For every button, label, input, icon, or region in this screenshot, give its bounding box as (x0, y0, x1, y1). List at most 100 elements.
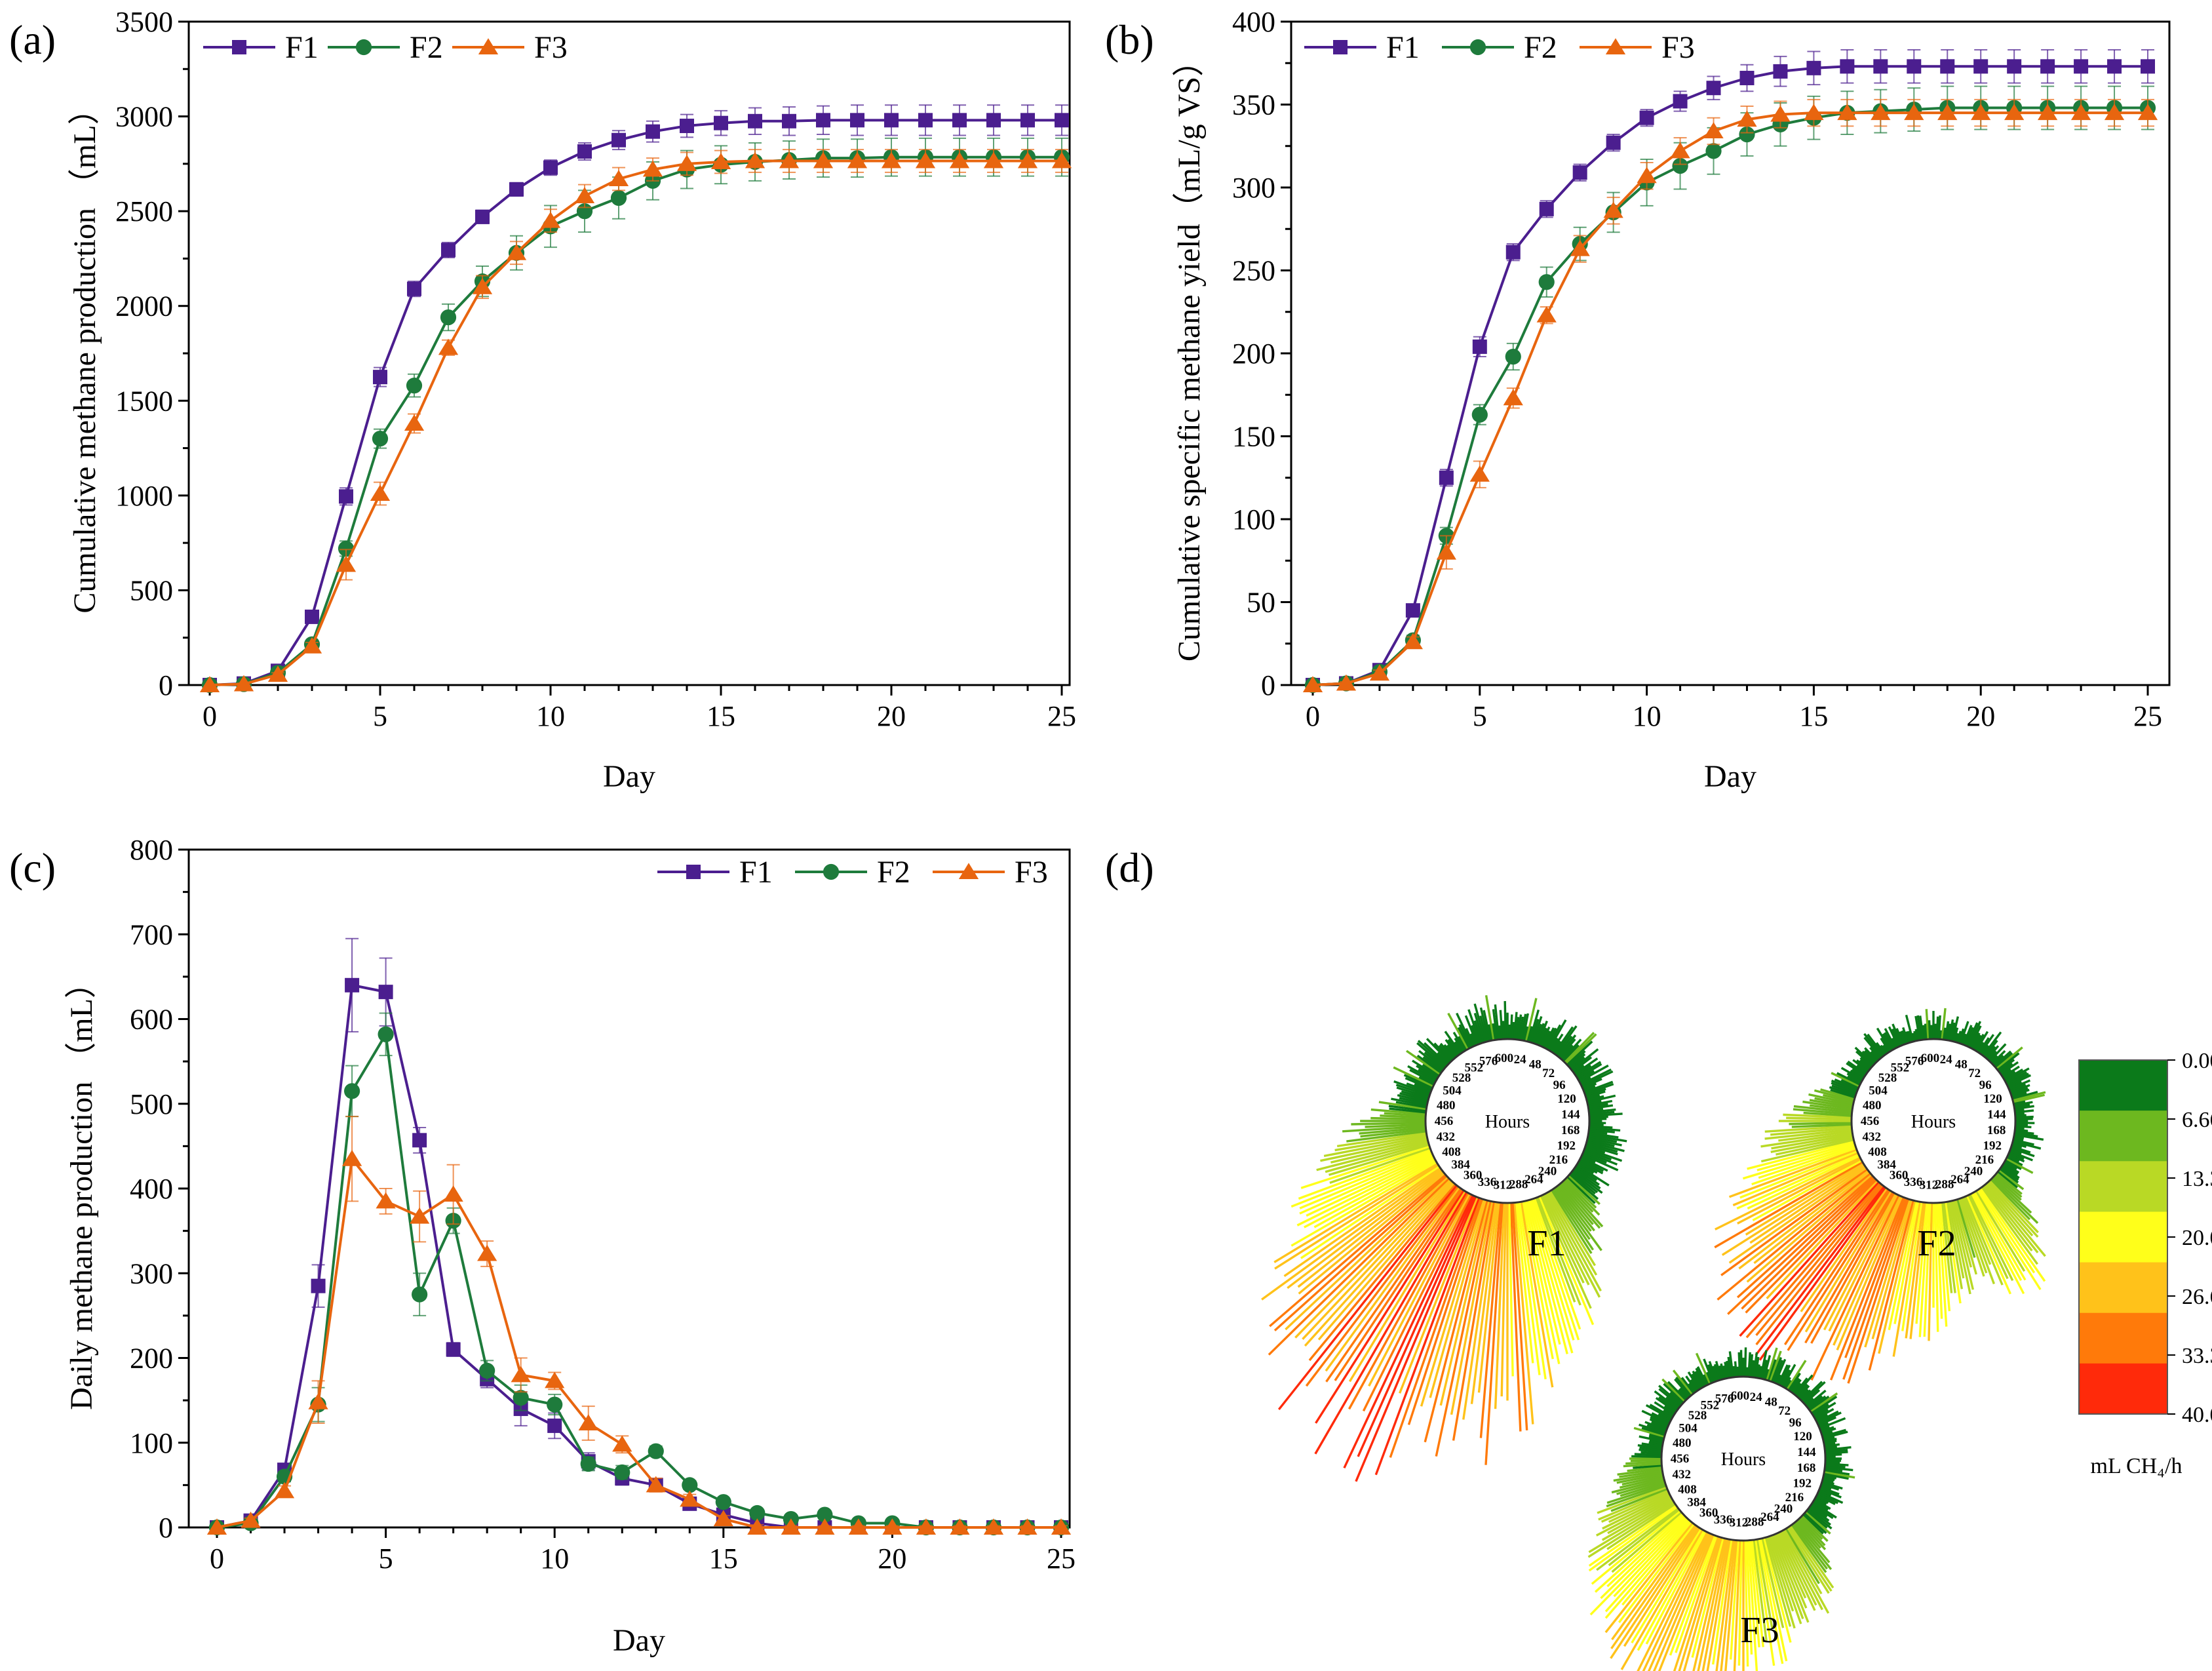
data-point (680, 119, 694, 134)
rate-bar (1777, 1364, 1789, 1385)
hour-tick-label: 408 (1442, 1145, 1461, 1159)
rate-bar (1905, 1031, 1911, 1043)
rate-bar (1809, 1506, 1830, 1522)
rate-bar (1964, 1196, 2004, 1286)
data-point (715, 1494, 731, 1510)
data-point (1670, 142, 1690, 159)
series-f1 (203, 104, 1069, 692)
x-tick-label: 15 (707, 700, 735, 732)
rate-bar (1825, 1448, 1848, 1453)
rate-bar (1863, 1036, 1882, 1059)
rate-bar (1783, 1529, 1823, 1595)
data-point (409, 1207, 430, 1224)
rate-bar (1530, 1019, 1540, 1043)
rate-bar (1954, 1032, 1960, 1043)
rate-bar (1823, 1442, 1836, 1446)
rate-bar (1300, 1165, 1440, 1259)
rate-bar (1847, 1198, 1909, 1384)
rate-bar (1882, 1044, 1890, 1053)
rate-bar (1842, 1198, 1908, 1380)
rate-bar (1565, 1177, 1597, 1209)
rate-bar (1732, 1366, 1736, 1377)
rate-bar (1823, 1476, 1835, 1482)
rate-bar (1313, 1159, 1437, 1229)
rate-bar (1985, 1046, 1996, 1059)
rate-bar (1509, 1014, 1513, 1040)
rate-bar (1846, 1062, 1866, 1077)
legend-item-f3: F3 (1580, 30, 1695, 65)
rate-bar (1370, 1108, 1426, 1116)
legend-marker (232, 40, 246, 54)
rate-bar (1745, 1162, 1864, 1236)
panel-label: (c) (9, 844, 56, 891)
data-point (710, 153, 731, 169)
rate-bar (1852, 1068, 1865, 1078)
rate-bar (1575, 1165, 1598, 1181)
rate-bar (1757, 1366, 1762, 1379)
rate-bar (1389, 1198, 1482, 1458)
rate-bar (1494, 1004, 1500, 1040)
rate-bar (1578, 1070, 1595, 1081)
rate-bar (1543, 1194, 1590, 1286)
rate-bar (1594, 1512, 1684, 1593)
rate-bar (1802, 1381, 1826, 1404)
rate-bar (1589, 1125, 1613, 1129)
rate-bar (1647, 1533, 1711, 1671)
rate-bar (1297, 1171, 1445, 1288)
rate-bar (1796, 1383, 1808, 1398)
rate-bar (1581, 1070, 1614, 1088)
rate-bar (1416, 1065, 1438, 1080)
rate-bar (1393, 1066, 1434, 1088)
hour-tick-label: 600 (1921, 1052, 1940, 1065)
data-point (1369, 664, 1390, 681)
data-point (441, 243, 456, 258)
series-f3 (206, 1116, 1072, 1535)
rate-bar (1979, 1187, 2046, 1282)
y-tick-label: 300 (130, 1257, 173, 1289)
rate-bar (1751, 1360, 1755, 1377)
rate-bar (1483, 1010, 1492, 1042)
rate-bar (1814, 1089, 1855, 1102)
legend-item-f1: F1 (657, 855, 773, 890)
rate-bar (1357, 1195, 1475, 1457)
rate-bar (1962, 1025, 1973, 1046)
rate-bar (1294, 1179, 1451, 1339)
y-tick-label: 300 (1232, 172, 1275, 204)
data-point (813, 151, 834, 168)
rate-bar (1380, 1114, 1426, 1119)
rate-bar (1268, 1177, 1450, 1356)
rate-bar (1396, 1086, 1429, 1099)
rate-bar (2003, 1071, 2016, 1080)
hour-tick-label: 192 (1557, 1139, 1576, 1153)
rate-bar (1739, 1181, 1880, 1337)
rate-bar (1823, 1192, 1897, 1331)
rate-bar (1405, 1076, 1433, 1091)
rate-bar (1283, 1166, 1441, 1278)
rate-bar (1734, 1361, 1738, 1377)
rate-bar (1834, 1078, 1859, 1091)
rate-bar (1759, 1538, 1788, 1662)
rate-bar (1389, 1107, 1426, 1114)
rate-bar (1304, 1158, 1436, 1229)
rate-bar (1855, 1050, 1874, 1067)
rate-bar (1823, 1438, 1837, 1443)
rate-bar (1589, 1108, 1616, 1114)
rate-bar (1803, 1512, 1827, 1535)
rate-bar (1585, 1143, 1618, 1156)
rate-bar (1749, 1354, 1754, 1377)
data-point (918, 113, 933, 128)
rate-bar (1540, 1195, 1592, 1309)
hour-tick-label: 312 (1730, 1516, 1749, 1530)
rate-bar (1360, 1128, 1426, 1138)
rate-bar (1771, 1133, 1853, 1150)
hour-tick-label: 336 (1904, 1175, 1923, 1189)
rate-bar (1613, 1471, 1663, 1482)
data-point (1737, 110, 1757, 127)
rate-bar (1824, 1443, 1840, 1448)
rate-bar (1777, 1532, 1816, 1611)
rate-bar (1547, 1019, 1567, 1051)
rate-bar (1298, 1172, 1445, 1295)
rate-bar (1422, 1056, 1443, 1072)
rate-bar (1867, 1033, 1885, 1057)
rate-bar (1589, 1115, 1608, 1119)
